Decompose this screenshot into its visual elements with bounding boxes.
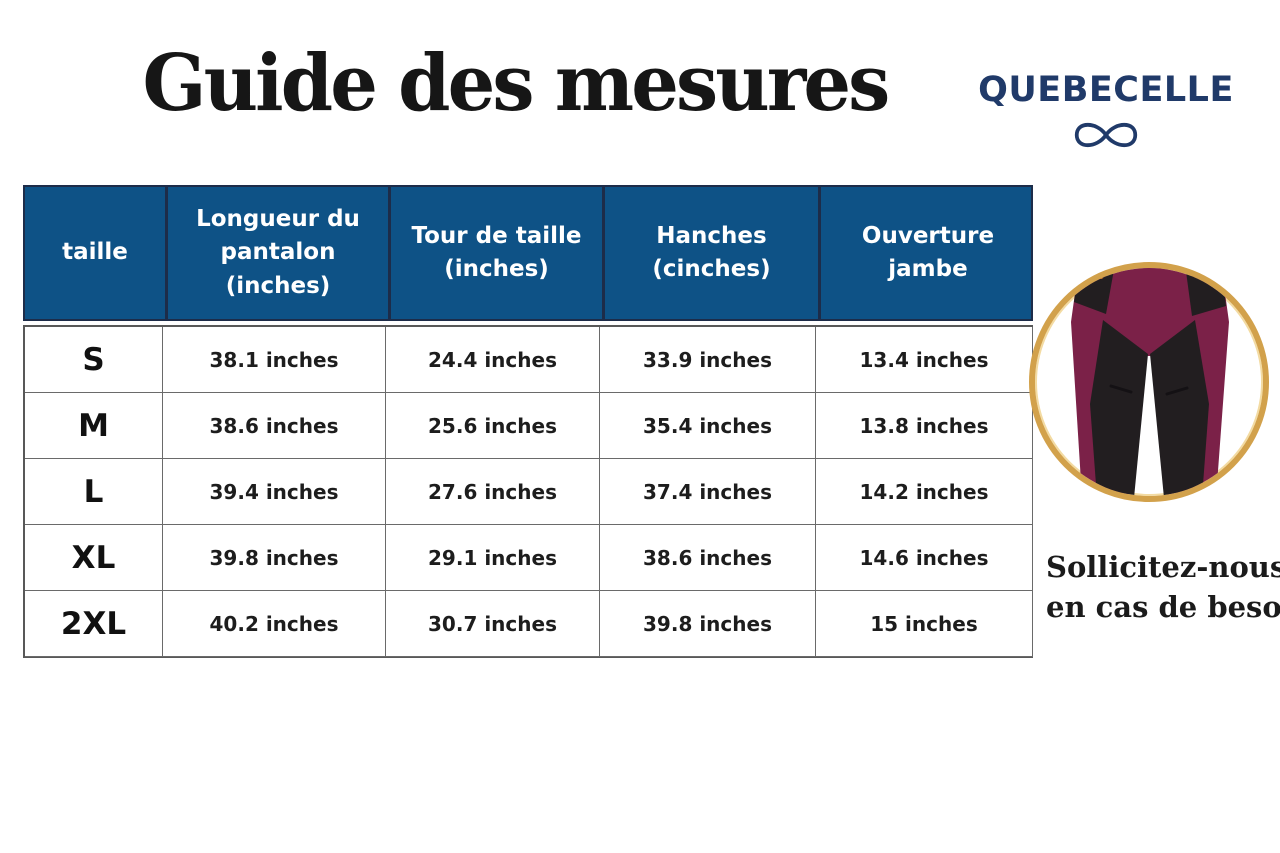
value-cell: 24.4 inches (386, 327, 600, 393)
value-cell: 40.2 inches (163, 591, 386, 657)
column-header-longueur: Longueur du pantalon (inches) (165, 187, 388, 319)
table-row-2xl: 2XL 40.2 inches 30.7 inches 39.8 inches … (25, 591, 1033, 657)
brand-name: QUEBECELLE (978, 70, 1234, 110)
size-table-body: S 38.1 inches 24.4 inches 33.9 inches 13… (23, 325, 1033, 658)
value-cell: 30.7 inches (386, 591, 600, 657)
value-cell: 25.6 inches (386, 393, 600, 459)
column-header-taille: taille (62, 239, 128, 266)
help-note-line2: en cas de besoin (1046, 590, 1280, 625)
table-row-l: L 39.4 inches 27.6 inches 37.4 inches 14… (25, 459, 1033, 525)
value-cell: 38.6 inches (163, 393, 386, 459)
value-cell: 29.1 inches (386, 525, 600, 591)
value-cell: 38.6 inches (600, 525, 816, 591)
column-header-ouverture-jambe: Ouverture jambe (818, 187, 1035, 319)
help-note-line1: Sollicitez-nous (1046, 550, 1280, 584)
value-cell: 39.8 inches (600, 591, 816, 657)
size-table-header: taille Longueur du pantalon (inches) Tou… (23, 185, 1033, 321)
table-row-s: S 38.1 inches 24.4 inches 33.9 inches 13… (25, 327, 1033, 393)
value-cell: 33.9 inches (600, 327, 816, 393)
column-header-hanches: Hanches (cinches) (602, 187, 818, 319)
value-cell: 37.4 inches (600, 459, 816, 525)
value-cell: 35.4 inches (600, 393, 816, 459)
value-cell: 15 inches (816, 591, 1033, 657)
infinity-icon (1074, 122, 1138, 148)
value-cell: 13.8 inches (816, 393, 1033, 459)
help-note: Sollicitez-nous en cas de besoin (1046, 547, 1280, 627)
value-cell: 39.8 inches (163, 525, 386, 591)
value-cell: 38.1 inches (163, 327, 386, 393)
value-cell: 13.4 inches (816, 327, 1033, 393)
value-cell: 14.6 inches (816, 525, 1033, 591)
size-table: taille Longueur du pantalon (inches) Tou… (23, 185, 1033, 658)
pants-image (1071, 268, 1229, 496)
value-cell: 39.4 inches (163, 459, 386, 525)
size-cell: L (25, 459, 163, 525)
brand-logo: QUEBECELLE (978, 70, 1234, 158)
column-header-tour-de-taille: Tour de taille (inches) (388, 187, 602, 319)
value-cell: 14.2 inches (816, 459, 1033, 525)
value-cell: 27.6 inches (386, 459, 600, 525)
size-cell: M (25, 393, 163, 459)
size-cell: XL (25, 525, 163, 591)
table-row-m: M 38.6 inches 25.6 inches 35.4 inches 13… (25, 393, 1033, 459)
size-cell: 2XL (25, 591, 163, 657)
table-row-xl: XL 39.8 inches 29.1 inches 38.6 inches 1… (25, 525, 1033, 591)
size-cell: S (25, 327, 163, 393)
product-photo (1029, 262, 1269, 502)
page-title: Guide des mesures (142, 38, 891, 129)
